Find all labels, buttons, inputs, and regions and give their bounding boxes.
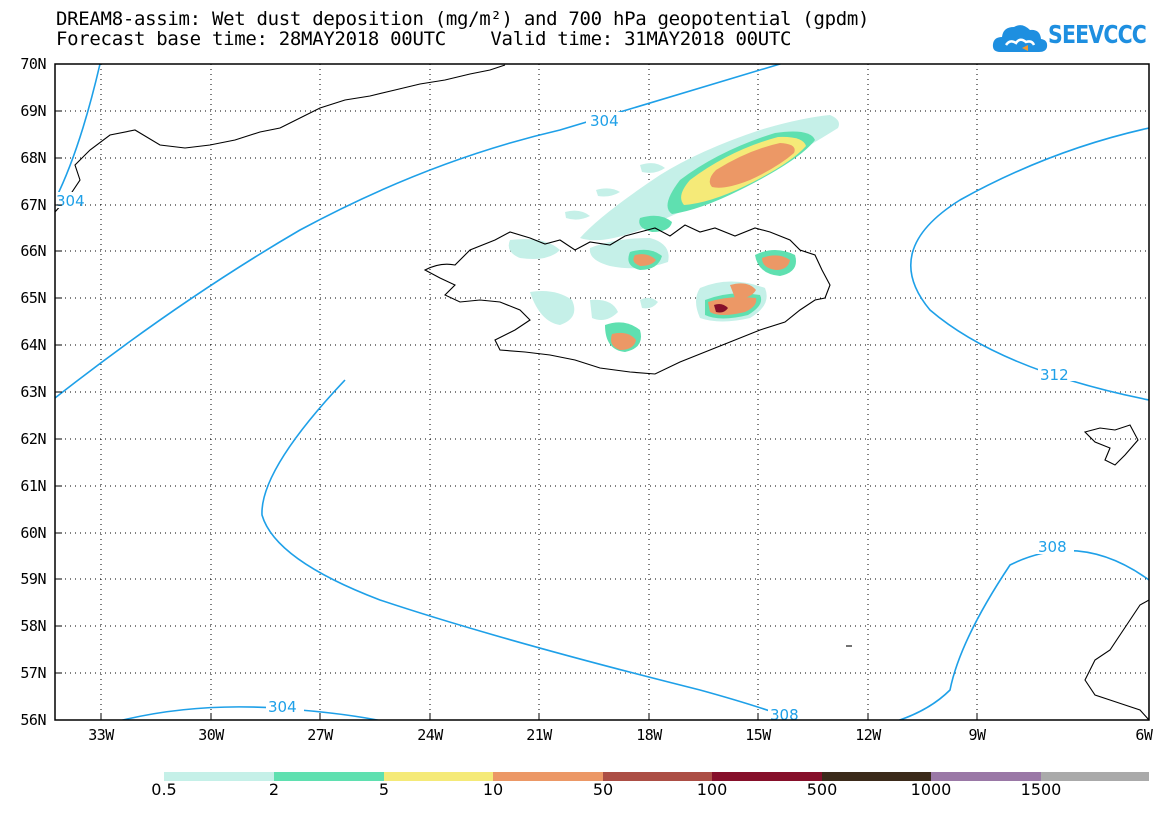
scotland-coast [1084, 599, 1149, 720]
geopotential-contours [55, 64, 1149, 720]
colorbar-swatch [931, 772, 1041, 781]
colorbar-swatch [712, 772, 822, 781]
lat-label: 65N [20, 289, 46, 307]
colorbar-label: 10 [482, 780, 504, 799]
colorbar-swatch [822, 772, 931, 781]
logo-text: SEEVCCC [1048, 20, 1147, 49]
lat-label: 70N [20, 55, 46, 73]
colorbar-label: 1500 [1020, 780, 1062, 799]
lon-label: 30W [198, 726, 224, 744]
colorbar-swatch [603, 772, 712, 781]
lon-label: 12W [855, 726, 881, 744]
colorbar-swatch [1041, 772, 1149, 781]
lat-label: 58N [20, 617, 46, 635]
coastlines [55, 64, 1149, 720]
contour-labels: 304 304 312 308 304 308 [55, 112, 1076, 724]
lat-label: 64N [20, 336, 46, 354]
lat-label: 59N [20, 570, 46, 588]
lat-label: 63N [20, 383, 46, 401]
colorbar-label: 100 [696, 780, 728, 799]
lon-label: 27W [307, 726, 333, 744]
lat-label: 56N [20, 711, 46, 729]
lon-label: 21W [526, 726, 552, 744]
faroe-coast [1083, 424, 1139, 466]
lat-label: 62N [20, 430, 46, 448]
lat-label: 60N [20, 524, 46, 542]
contour-label: 308 [1038, 538, 1067, 556]
map-subtitle: Forecast base time: 28MAY2018 00UTC Vali… [56, 28, 792, 50]
lon-label: 24W [417, 726, 443, 744]
deposition-shading [508, 115, 839, 352]
lon-label: 6W [1135, 726, 1153, 744]
colorbar-label: 1000 [910, 780, 952, 799]
axis-ticks [55, 63, 978, 720]
contour-label: 304 [590, 112, 619, 130]
colorbar-label: 50 [592, 780, 614, 799]
lat-label: 67N [20, 196, 46, 214]
lon-label: 33W [88, 726, 114, 744]
cloud-icon [992, 25, 1048, 52]
lat-label: 66N [20, 242, 46, 260]
colorbar [164, 772, 1149, 781]
colorbar-swatch [164, 772, 274, 781]
lon-label: 15W [745, 726, 771, 744]
map-frame [54, 63, 1150, 721]
greenland-coast [55, 64, 506, 213]
colorbar-swatch [274, 772, 384, 781]
contour-label: 312 [1040, 366, 1069, 384]
colorbar-swatch [493, 772, 603, 781]
colorbar-label: 500 [806, 780, 838, 799]
lat-label: 61N [20, 477, 46, 495]
lat-label: 69N [20, 102, 46, 120]
colorbar-label: 2 [268, 780, 280, 799]
lat-label: 57N [20, 664, 46, 682]
map-title: DREAM8-assim: Wet dust deposition (mg/m²… [56, 8, 870, 30]
lon-label: 18W [636, 726, 662, 744]
iceland-coast [423, 224, 831, 375]
contour-label: 304 [56, 192, 85, 210]
colorbar-label: 5 [378, 780, 390, 799]
contour-label: 308 [770, 706, 799, 724]
colorbar-label: 0.5 [151, 780, 177, 799]
contour-label: 304 [268, 698, 297, 716]
lat-label: 68N [20, 149, 46, 167]
lon-label: 9W [968, 726, 986, 744]
colorbar-swatch [384, 772, 493, 781]
